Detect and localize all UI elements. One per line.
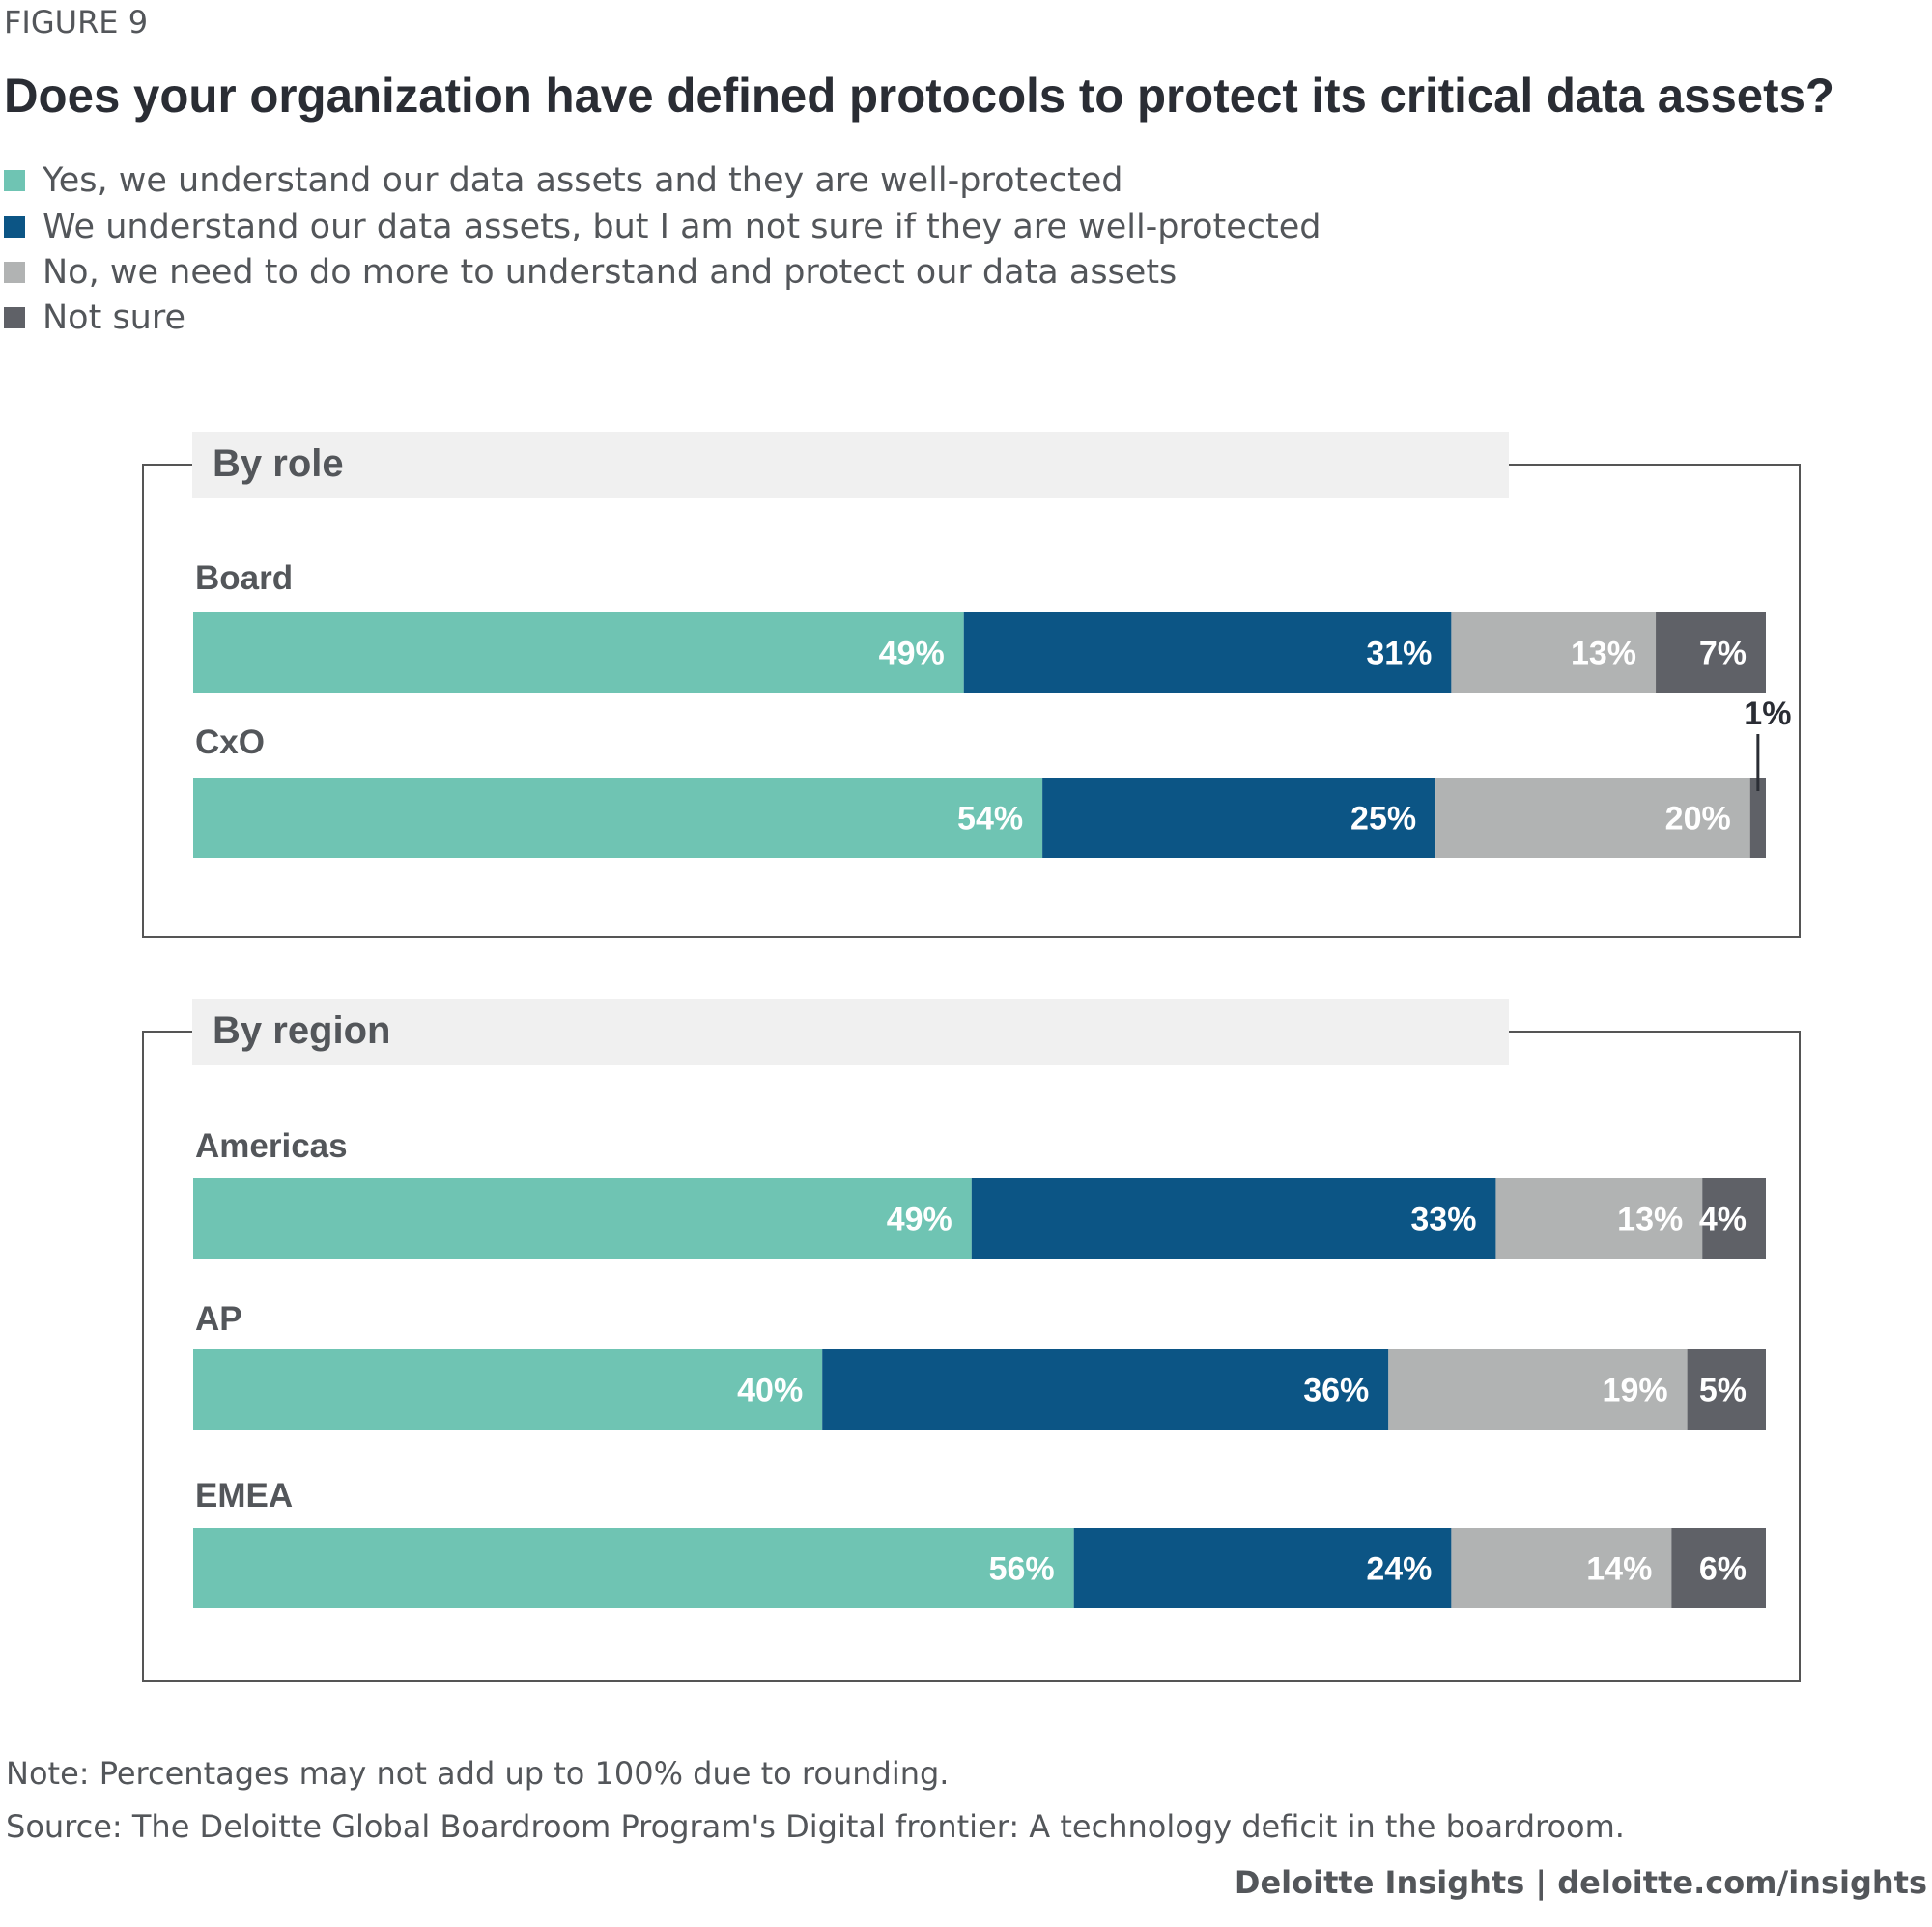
bar-value-label: 54%	[957, 801, 1023, 837]
bar-segment-1	[193, 1528, 1074, 1608]
bar-segment-3	[1495, 1178, 1703, 1259]
note-text: Note: Percentages may not add up to 100%…	[6, 1755, 949, 1792]
legend-swatch-3	[4, 262, 25, 283]
bar-segment-2	[963, 612, 1452, 693]
bar-value-label: 6%	[1699, 1551, 1747, 1588]
bar-segment-3	[1435, 778, 1750, 858]
row-label: AP	[195, 1300, 242, 1338]
legend: Yes, we understand our data assets and t…	[4, 161, 1321, 337]
bar-value-label: 36%	[1303, 1373, 1369, 1409]
bar-segment-2	[822, 1349, 1389, 1430]
bar-value-label: 7%	[1699, 636, 1747, 672]
bar-value-label: 49%	[887, 1202, 952, 1238]
bar-row-americas: Americas 49% 33% 13% 4%	[193, 1127, 1766, 1259]
panel-by-region: By region Americas 49% 33% 13% 4% AP 40% 36% 19% 5…	[142, 999, 1801, 1682]
source-text: Source: The Deloitte Global Boardroom Pr…	[6, 1808, 1625, 1845]
bar-value-label: 20%	[1665, 801, 1731, 837]
bar-segment-1	[193, 778, 1043, 858]
bar-value-label: 14%	[1586, 1551, 1652, 1588]
bar-value-label: 24%	[1366, 1551, 1432, 1588]
bar-value-label: 4%	[1699, 1202, 1747, 1238]
legend-label-3: No, we need to do more to understand and…	[43, 253, 1177, 292]
bar-segment-4	[1656, 612, 1766, 693]
bar-row-ap: AP 40% 36% 19% 5%	[193, 1300, 1766, 1430]
legend-label-2: We understand our data assets, but I am …	[43, 208, 1321, 246]
bar-row-board: Board 49% 31% 13% 7%	[193, 559, 1766, 693]
bar-value-label: 31%	[1366, 636, 1432, 672]
row-label: CxO	[195, 723, 265, 761]
legend-swatch-4	[4, 307, 25, 328]
bar-value-label: 49%	[879, 636, 945, 672]
bar-segment-2	[1042, 778, 1436, 858]
bar-row-emea: EMEA 56% 24% 14% 6%	[193, 1477, 1766, 1608]
panel-title: By region	[213, 1009, 390, 1052]
bar-value-label: 19%	[1603, 1373, 1668, 1409]
bar-value-label: 13%	[1571, 636, 1636, 672]
panel-by-role: By role Board 49% 31% 13% 7% CxO 54% 25% 20% 1%	[142, 432, 1801, 938]
legend-swatch-1	[4, 170, 25, 191]
panel-border	[142, 1031, 1801, 1682]
panel-title: By role	[213, 442, 344, 485]
bar-segment-2	[971, 1178, 1496, 1259]
panel-header	[192, 432, 1509, 498]
bar-value-label: 40%	[737, 1373, 803, 1409]
row-label: EMEA	[195, 1477, 293, 1515]
row-label: Board	[195, 559, 293, 597]
bar-value-label: 13%	[1617, 1202, 1683, 1238]
bar-segment-3	[1388, 1349, 1688, 1430]
bar-value-label: 33%	[1410, 1202, 1476, 1238]
bar-value-callout: 1%	[1744, 695, 1791, 732]
legend-swatch-2	[4, 216, 25, 238]
bar-segment-3	[1451, 612, 1657, 693]
footer-credit: Deloitte Insights | deloitte.com/insight…	[1235, 1864, 1927, 1902]
bar-segment-2	[1073, 1528, 1452, 1608]
bar-value-label: 25%	[1350, 801, 1416, 837]
bar-value-label: 56%	[989, 1551, 1055, 1588]
figure-label: FIGURE 9	[4, 4, 148, 41]
bar-segment-4	[1749, 778, 1766, 858]
bar-segment-1	[193, 1178, 972, 1259]
panel-header	[192, 999, 1509, 1065]
bar-row-cxo: CxO 54% 25% 20% 1%	[193, 695, 1791, 858]
row-label: Americas	[195, 1127, 348, 1165]
legend-label-1: Yes, we understand our data assets and t…	[42, 161, 1123, 200]
bar-segment-3	[1451, 1528, 1672, 1608]
bar-segment-1	[193, 1349, 823, 1430]
bar-segment-4	[1671, 1528, 1766, 1608]
bar-segment-4	[1687, 1349, 1766, 1430]
bar-segment-4	[1702, 1178, 1766, 1259]
bar-value-label: 5%	[1699, 1373, 1747, 1409]
bar-segment-1	[193, 612, 964, 693]
legend-label-4: Not sure	[43, 298, 185, 337]
chart-title: Does your organization have defined prot…	[4, 69, 1834, 123]
panel-border	[142, 464, 1801, 938]
